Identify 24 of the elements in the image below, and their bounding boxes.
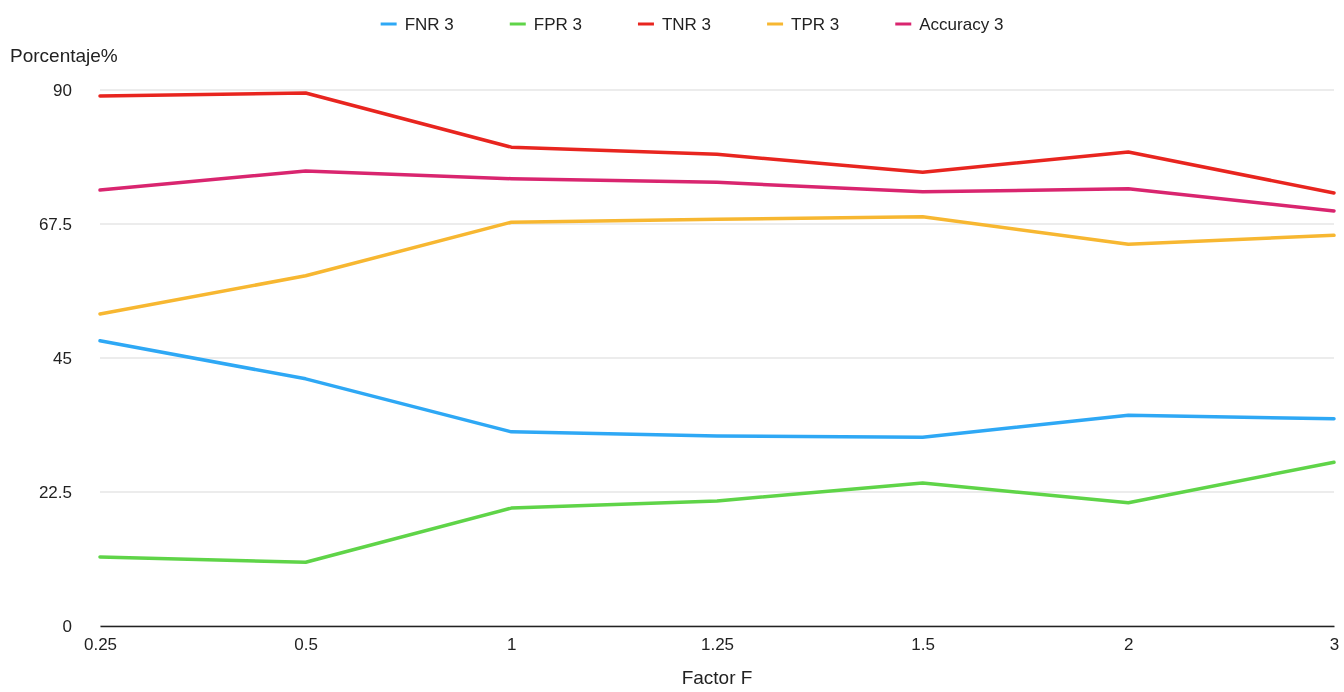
x-tick-label: 1 <box>507 635 517 655</box>
line-series <box>98 460 1336 565</box>
x-tick-label: 1.25 <box>700 635 735 655</box>
x-tick-label: 2 <box>1124 635 1134 655</box>
x-tick-label: 1.5 <box>911 635 935 655</box>
legend-label: FNR 3 <box>404 15 454 34</box>
legend-label: TPR 3 <box>791 15 840 34</box>
y-tick-label: 0 <box>62 616 72 636</box>
y-tick-label: 45 <box>53 348 72 368</box>
y-tick-label: 22.5 <box>38 482 72 502</box>
line-series <box>98 215 1336 316</box>
y-axis-title: Porcentaje% <box>10 45 118 66</box>
legend-label: FPR 3 <box>533 15 582 34</box>
y-tick-label: 90 <box>53 80 72 100</box>
legend-label: TNR 3 <box>661 15 712 34</box>
y-tick-label: 67.5 <box>38 214 72 234</box>
line-series <box>98 91 1336 195</box>
line-series <box>98 169 1336 213</box>
x-tick-label: 0.5 <box>294 635 318 655</box>
line-series <box>98 338 1336 439</box>
x-tick-label: 3 <box>1329 635 1340 655</box>
x-tick-label: 0.25 <box>83 635 118 655</box>
legend-label: Accuracy 3 <box>919 15 1004 34</box>
x-axis-title: Factor F <box>681 667 753 688</box>
